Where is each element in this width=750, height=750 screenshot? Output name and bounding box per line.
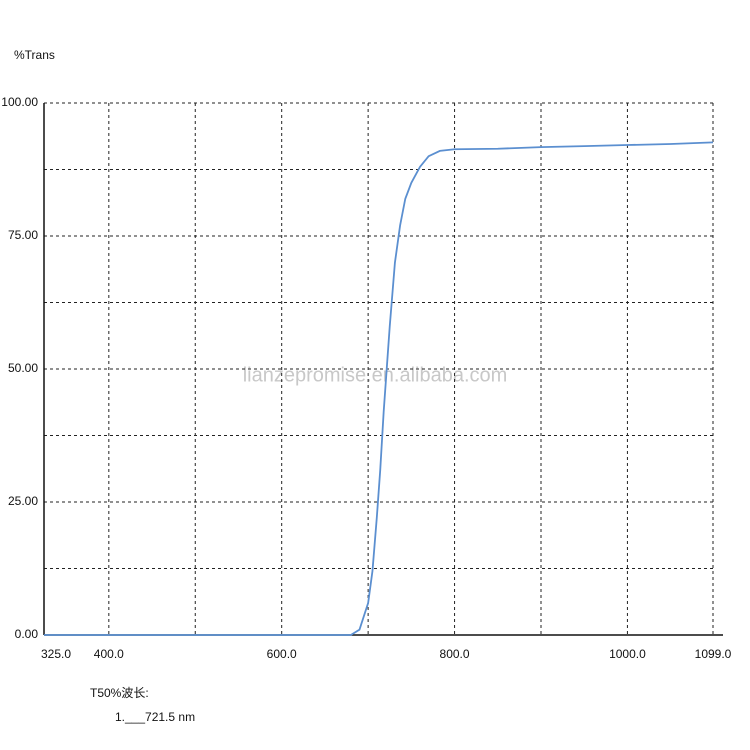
y-tick-label: 50.00: [8, 361, 38, 375]
y-tick-label: 25.00: [8, 494, 38, 508]
watermark: lianzepromise.en.alibaba.com: [243, 364, 508, 386]
y-tick-label: 100.00: [1, 95, 38, 109]
x-tick-label: 400.0: [94, 647, 124, 661]
x-tick-label: 800.0: [440, 647, 470, 661]
x-tick-label: 1000.0: [609, 647, 646, 661]
annotation: T50%波长:: [90, 686, 149, 700]
x-tick-label: 1099.0: [695, 647, 732, 661]
y-axis-label: %Trans: [14, 48, 55, 62]
x-tick-label: 325.0: [41, 647, 71, 661]
y-tick-label: 0.00: [15, 627, 39, 641]
annotation: 1.___721.5 nm: [115, 710, 195, 724]
y-tick-label: 75.00: [8, 228, 38, 242]
x-tick-label: 600.0: [267, 647, 297, 661]
data-line: [44, 141, 714, 636]
